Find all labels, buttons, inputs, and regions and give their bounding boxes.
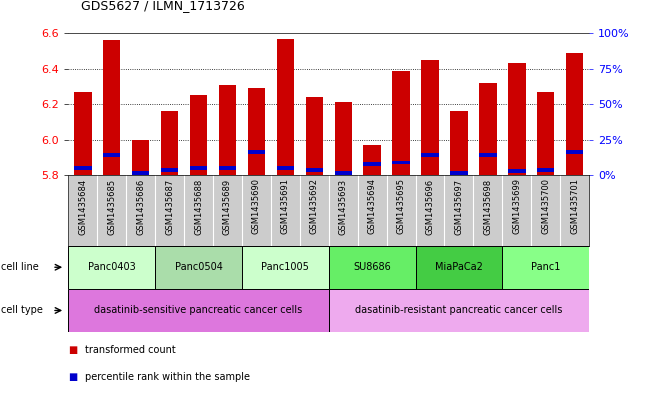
Text: Panc0504: Panc0504	[174, 262, 223, 272]
Bar	[479, 83, 497, 175]
Text: Panc1005: Panc1005	[262, 262, 309, 272]
Text: GSM1435698: GSM1435698	[484, 178, 492, 235]
Bar	[248, 88, 265, 175]
Text: cell line: cell line	[1, 262, 38, 272]
Bar	[242, 246, 329, 289]
Text: GSM1435696: GSM1435696	[426, 178, 434, 235]
Text: GDS5627 / ILMN_1713726: GDS5627 / ILMN_1713726	[81, 0, 245, 12]
Bar	[161, 168, 178, 171]
Text: SU8686: SU8686	[353, 262, 391, 272]
Text: GSM1435689: GSM1435689	[223, 178, 232, 235]
Bar	[508, 63, 525, 175]
Bar	[566, 150, 583, 154]
Bar	[329, 246, 415, 289]
Bar	[219, 166, 236, 170]
Bar	[363, 145, 381, 175]
Bar	[503, 246, 589, 289]
Bar	[537, 92, 555, 175]
Text: GSM1435686: GSM1435686	[136, 178, 145, 235]
Bar	[363, 162, 381, 166]
Bar	[479, 154, 497, 157]
Bar	[103, 40, 120, 175]
Text: Panc1: Panc1	[531, 262, 561, 272]
Text: GSM1435688: GSM1435688	[194, 178, 203, 235]
Text: GSM1435691: GSM1435691	[281, 178, 290, 234]
Bar	[415, 246, 503, 289]
Text: GSM1435699: GSM1435699	[512, 178, 521, 234]
Bar	[335, 171, 352, 175]
Text: cell type: cell type	[1, 305, 42, 316]
Bar	[132, 171, 149, 175]
Text: GSM1435694: GSM1435694	[368, 178, 377, 234]
Text: transformed count: transformed count	[85, 345, 175, 355]
Bar	[305, 168, 323, 171]
Bar	[335, 102, 352, 175]
Text: MiaPaCa2: MiaPaCa2	[435, 262, 483, 272]
Bar	[161, 111, 178, 175]
Bar	[74, 166, 92, 170]
Bar	[305, 97, 323, 175]
Text: ■: ■	[68, 345, 77, 355]
Text: dasatinib-resistant pancreatic cancer cells: dasatinib-resistant pancreatic cancer ce…	[355, 305, 562, 316]
Text: percentile rank within the sample: percentile rank within the sample	[85, 372, 249, 382]
Bar	[103, 154, 120, 157]
Text: GSM1435693: GSM1435693	[339, 178, 348, 235]
Text: GSM1435690: GSM1435690	[252, 178, 261, 234]
Bar	[393, 161, 409, 164]
Bar	[537, 168, 555, 171]
Text: dasatinib-sensitive pancreatic cancer cells: dasatinib-sensitive pancreatic cancer ce…	[94, 305, 303, 316]
Bar	[393, 70, 409, 175]
Text: GSM1435692: GSM1435692	[310, 178, 319, 234]
Bar	[450, 111, 467, 175]
Text: ■: ■	[68, 372, 77, 382]
Bar	[190, 166, 207, 170]
Bar	[566, 53, 583, 175]
Bar	[68, 246, 155, 289]
Bar	[277, 39, 294, 175]
Text: GSM1435684: GSM1435684	[78, 178, 87, 235]
Text: GSM1435701: GSM1435701	[570, 178, 579, 234]
Bar	[277, 166, 294, 170]
Text: GSM1435685: GSM1435685	[107, 178, 117, 235]
Bar	[329, 289, 589, 332]
Text: GSM1435700: GSM1435700	[541, 178, 550, 234]
Text: GSM1435697: GSM1435697	[454, 178, 464, 235]
Bar	[132, 140, 149, 175]
Text: GSM1435687: GSM1435687	[165, 178, 174, 235]
Text: GSM1435695: GSM1435695	[396, 178, 406, 234]
Text: Panc0403: Panc0403	[88, 262, 135, 272]
Bar	[508, 169, 525, 173]
Bar	[74, 92, 92, 175]
Bar	[219, 84, 236, 175]
Bar	[421, 154, 439, 157]
Bar	[450, 171, 467, 175]
Bar	[190, 95, 207, 175]
Bar	[155, 246, 242, 289]
Bar	[68, 289, 329, 332]
Bar	[421, 60, 439, 175]
Bar	[248, 150, 265, 154]
